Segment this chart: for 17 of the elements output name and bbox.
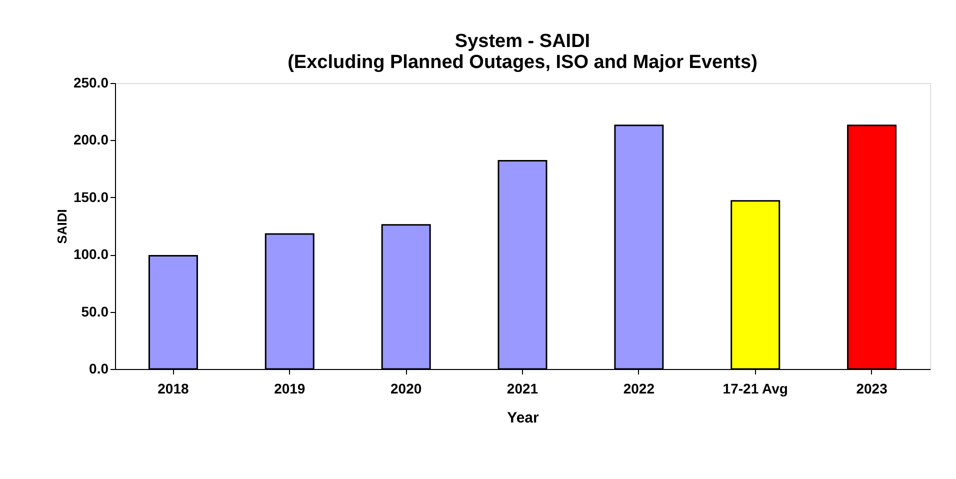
- x-axis-title: Year: [507, 410, 540, 426]
- text: (Excluding Planned Outages, ISO and Major Events): [288, 52, 758, 73]
- x-tick-label: 2019: [274, 380, 306, 396]
- x-tick-label: 2021: [506, 380, 538, 396]
- y-axis-title: SAIDI: [54, 209, 70, 244]
- x-tick-label: 2020: [390, 380, 422, 396]
- y-tick-label: 0.0: [89, 360, 109, 376]
- y-tick-label: 150.0: [73, 188, 109, 205]
- x-tick-label: 2022: [623, 380, 655, 396]
- y-tick-label: 50.0: [81, 303, 109, 320]
- x-tick-label: 17-21 Avg: [722, 380, 788, 396]
- text: System - SAIDI: [454, 31, 590, 52]
- y-tick-label: 250.0: [73, 74, 109, 90]
- x-tick-label: 2018: [158, 380, 189, 396]
- x-tick-label: 2023: [856, 380, 888, 396]
- y-tick-label: 200.0: [73, 132, 109, 148]
- y-tick-label: 100.0: [73, 246, 109, 262]
